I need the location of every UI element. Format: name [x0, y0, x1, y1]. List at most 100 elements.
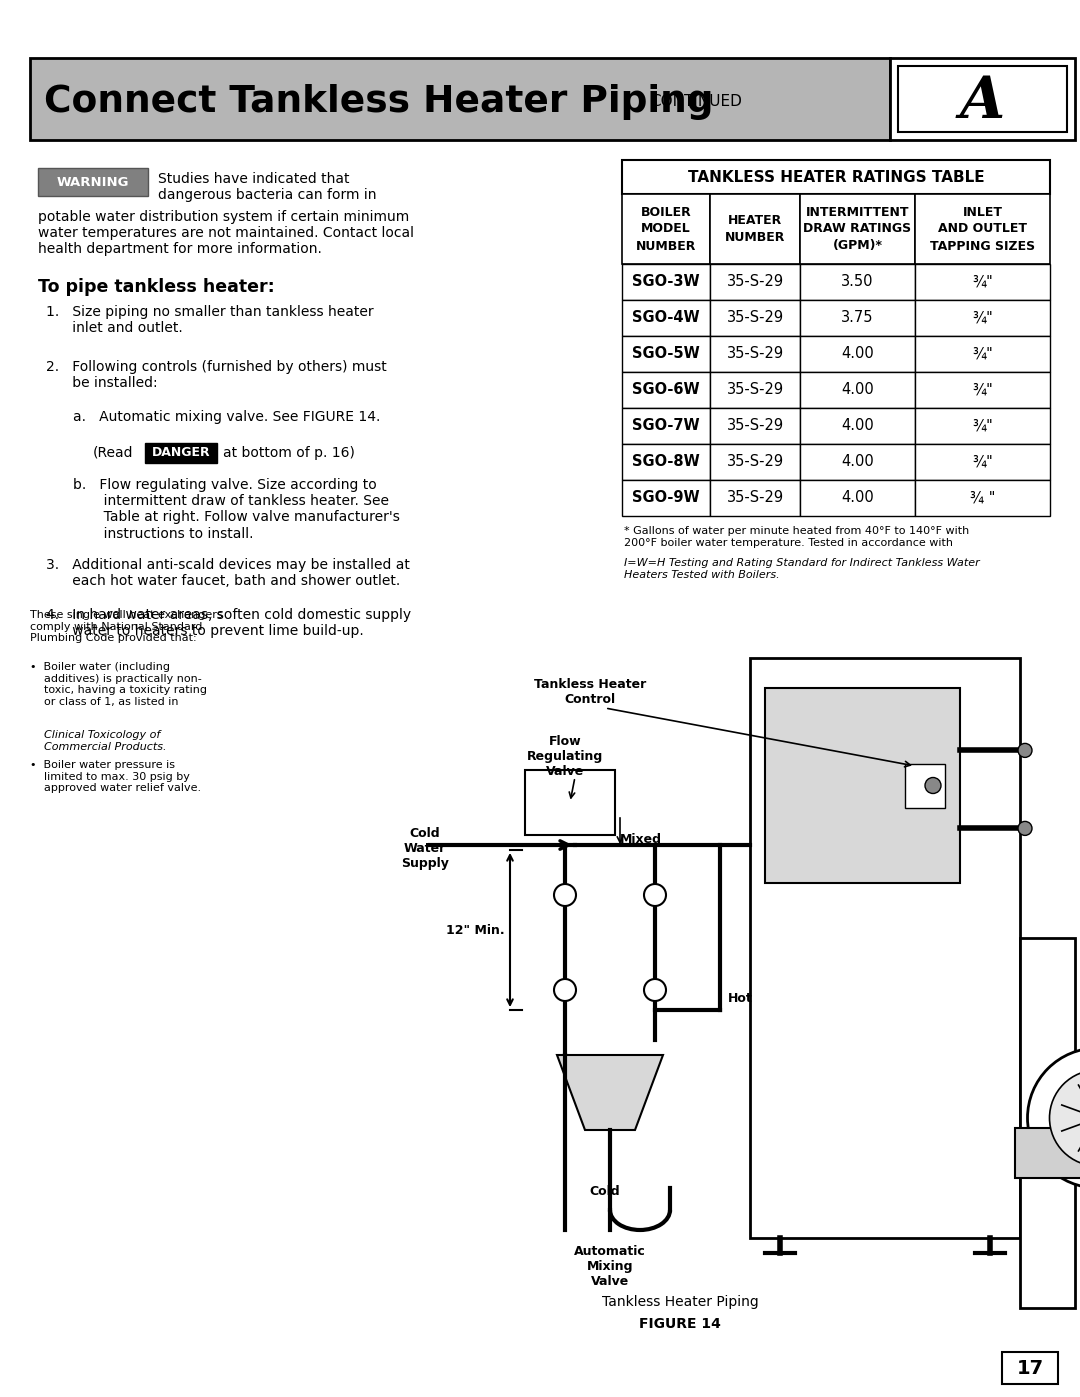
Text: SGO-9W: SGO-9W [632, 490, 700, 506]
Bar [800, 481, 915, 515]
Text: To pipe tankless heater:: To pipe tankless heater: [38, 278, 274, 296]
Text: INLET
AND OUTLET
TAPPING SIZES: INLET AND OUTLET TAPPING SIZES [930, 205, 1035, 253]
Circle shape [644, 884, 666, 907]
Circle shape [1027, 1048, 1080, 1187]
Text: I=W=H Testing and Rating Standard for Indirect Tankless Water
Heaters Tested wit: I=W=H Testing and Rating Standard for In… [624, 557, 980, 580]
Bar [622, 481, 710, 515]
Text: Hot: Hot [728, 992, 753, 1004]
Text: 3.50: 3.50 [841, 274, 874, 289]
Bar [915, 300, 1050, 337]
Bar [915, 337, 1050, 372]
Bar [800, 194, 915, 264]
Text: 4.00: 4.00 [841, 383, 874, 398]
Text: 4.   In hard water areas, soften cold domestic supply
      water to heaters to : 4. In hard water areas, soften cold dome… [46, 608, 411, 638]
Bar [915, 372, 1050, 408]
Bar [710, 264, 800, 300]
Text: DANGER: DANGER [151, 447, 211, 460]
Text: 35-S-29: 35-S-29 [727, 274, 784, 289]
Bar [622, 337, 710, 372]
Bar [710, 481, 800, 515]
Text: 35-S-29: 35-S-29 [727, 346, 784, 362]
Text: 17: 17 [1016, 1358, 1043, 1377]
Bar [710, 408, 800, 444]
Bar [800, 444, 915, 481]
Text: potable water distribution system if certain minimum
water temperatures are not : potable water distribution system if cer… [38, 210, 414, 257]
Bar [800, 264, 915, 300]
Bar [622, 444, 710, 481]
Circle shape [1018, 743, 1032, 757]
Text: * Gallons of water per minute heated from 40°F to 140°F with
200°F boiler water : * Gallons of water per minute heated fro… [624, 527, 969, 548]
Text: ¾": ¾" [972, 310, 993, 326]
Text: 1.   Size piping no smaller than tankless heater
      inlet and outlet.: 1. Size piping no smaller than tankless … [46, 305, 374, 335]
Text: TANKLESS HEATER RATINGS TABLE: TANKLESS HEATER RATINGS TABLE [688, 169, 984, 184]
Text: Flow
Regulating
Valve: Flow Regulating Valve [527, 735, 603, 778]
Text: These single wall heat exchangers
comply with National Standard
Plumbing Code pr: These single wall heat exchangers comply… [30, 610, 222, 643]
Text: Tankless Heater
Control: Tankless Heater Control [534, 678, 646, 705]
Circle shape [554, 884, 576, 907]
Bar [710, 372, 800, 408]
Bar [905, 764, 945, 807]
Text: SGO-8W: SGO-8W [632, 454, 700, 469]
Bar [800, 372, 915, 408]
Text: 35-S-29: 35-S-29 [727, 419, 784, 433]
Circle shape [1018, 821, 1032, 835]
Text: SGO-4W: SGO-4W [632, 310, 700, 326]
Text: Clinical Toxicology of
    Commercial Products.: Clinical Toxicology of Commercial Produc… [30, 731, 166, 752]
Text: 35-S-29: 35-S-29 [727, 454, 784, 469]
Text: 4.00: 4.00 [841, 419, 874, 433]
Bar [38, 168, 148, 196]
Text: ¾": ¾" [972, 419, 993, 433]
Bar [915, 264, 1050, 300]
Text: 35-S-29: 35-S-29 [727, 310, 784, 326]
Circle shape [644, 979, 666, 1002]
Bar [622, 372, 710, 408]
Text: Automatic
Mixing
Valve: Automatic Mixing Valve [575, 1245, 646, 1288]
Bar [915, 444, 1050, 481]
Bar [710, 337, 800, 372]
Polygon shape [557, 1055, 663, 1130]
Bar [622, 264, 710, 300]
Bar [622, 161, 1050, 194]
Text: •  Boiler water (including
    additives) is practically non-
    toxic, having : • Boiler water (including additives) is … [30, 662, 207, 707]
Text: at bottom of p. 16): at bottom of p. 16) [222, 446, 355, 460]
Text: a.   Automatic mixing valve. See FIGURE 14.: a. Automatic mixing valve. See FIGURE 14… [73, 409, 380, 425]
Text: Tankless Heater Piping: Tankless Heater Piping [602, 1295, 758, 1309]
Text: 2.   Following controls (furnished by others) must
      be installed:: 2. Following controls (furnished by othe… [46, 360, 387, 390]
Bar [1015, 1127, 1080, 1178]
Bar [145, 443, 217, 462]
Bar [750, 658, 1020, 1238]
Bar [622, 194, 710, 264]
Text: ¾": ¾" [972, 383, 993, 398]
Text: CONTINUED: CONTINUED [650, 95, 742, 109]
Bar [622, 408, 710, 444]
Text: INTERMITTENT
DRAW RATINGS
(GPM)*: INTERMITTENT DRAW RATINGS (GPM)* [804, 205, 912, 253]
Circle shape [924, 778, 941, 793]
Text: Studies have indicated that
dangerous bacteria can form in: Studies have indicated that dangerous ba… [158, 172, 377, 203]
Bar [915, 408, 1050, 444]
Text: 4.00: 4.00 [841, 346, 874, 362]
Text: 4.00: 4.00 [841, 490, 874, 506]
Text: Cold
Water
Supply: Cold Water Supply [401, 827, 449, 870]
Circle shape [554, 979, 576, 1002]
Text: HEATER
NUMBER: HEATER NUMBER [725, 214, 785, 244]
Text: 35-S-29: 35-S-29 [727, 383, 784, 398]
Text: ¾ ": ¾ " [970, 490, 995, 506]
Text: SGO-3W: SGO-3W [632, 274, 700, 289]
Text: WARNING: WARNING [57, 176, 130, 189]
Text: b.   Flow regulating valve. Size according to
       intermittent draw of tankle: b. Flow regulating valve. Size according… [73, 478, 400, 541]
Text: 12" Min.: 12" Min. [446, 923, 505, 936]
Text: SGO-7W: SGO-7W [632, 419, 700, 433]
Bar [1020, 937, 1075, 1308]
Text: (Read: (Read [93, 446, 134, 460]
Text: Cold: Cold [590, 1185, 620, 1199]
Text: A: A [960, 74, 1005, 130]
Text: ¾": ¾" [972, 454, 993, 469]
Text: •  Boiler water pressure is
    limited to max. 30 psig by
    approved water re: • Boiler water pressure is limited to ma… [30, 760, 201, 793]
Text: BOILER
MODEL
NUMBER: BOILER MODEL NUMBER [636, 205, 697, 253]
Bar [525, 770, 615, 835]
Text: SGO-6W: SGO-6W [632, 383, 700, 398]
Text: 4.00: 4.00 [841, 454, 874, 469]
Bar [30, 59, 890, 140]
Bar [890, 59, 1075, 140]
Bar [1002, 1352, 1058, 1384]
